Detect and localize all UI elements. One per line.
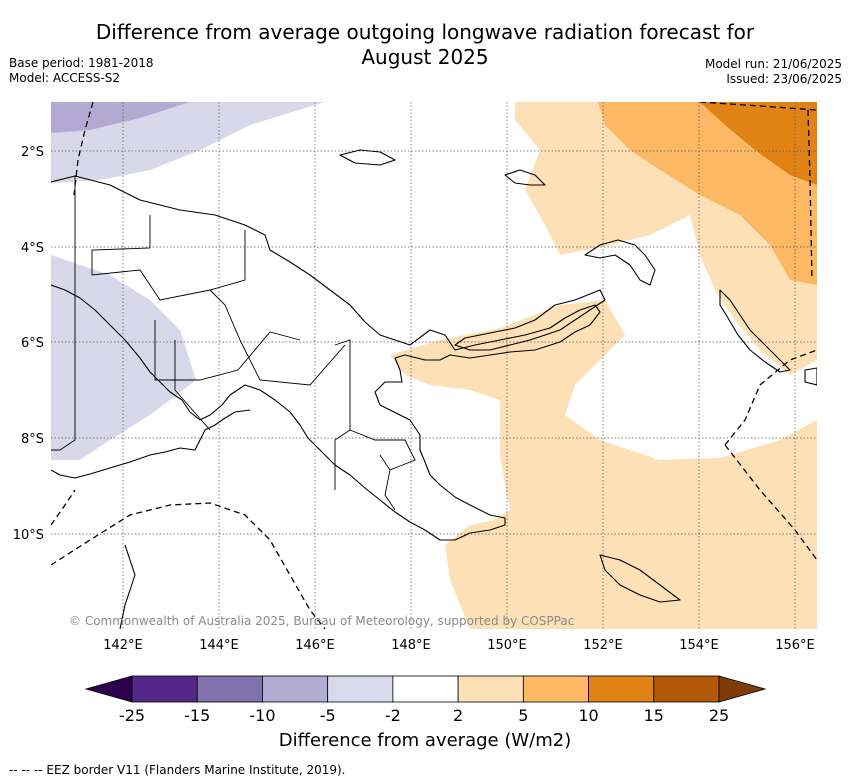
colorbar-tick-label: 5 <box>518 706 528 725</box>
eez-borders <box>51 102 817 629</box>
province-border <box>174 340 211 431</box>
lat-label: 10°S <box>13 528 44 543</box>
colorbar-tick-label: -10 <box>249 706 275 725</box>
colorbar-tick-label: 25 <box>709 706 729 725</box>
colorbar-segment <box>392 675 459 703</box>
province-border <box>209 289 346 386</box>
meta-left: Base period: 1981-2018 Model: ACCESS-S2 <box>9 56 154 86</box>
colorbar-segment <box>327 675 394 703</box>
lat-label: 2°S <box>21 145 44 160</box>
lon-label: 152°E <box>583 638 623 653</box>
eez-border-north-east-vertical <box>807 109 813 281</box>
bougainville-coastline <box>719 289 791 373</box>
colorbar-tick-label: -15 <box>184 706 210 725</box>
lon-label: 156°E <box>775 638 815 653</box>
colorbar-segment <box>196 675 263 703</box>
lon-label: 142°E <box>103 638 143 653</box>
anomaly-strong-north-east <box>700 102 817 185</box>
solomon-islands-coastline <box>804 367 817 386</box>
colorbar-segment <box>131 675 198 703</box>
colorbar-tick-label: -25 <box>119 706 145 725</box>
anomaly-positive-south-east <box>390 300 817 629</box>
eez-border-east <box>724 349 817 446</box>
new-guinea-coastline <box>51 175 601 541</box>
model-name: Model: ACCESS-S2 <box>9 71 121 85</box>
province-border <box>91 215 246 301</box>
eez-border-south-east <box>724 444 817 561</box>
eez-border-south-west <box>51 502 326 629</box>
title-line-2: August 2025 <box>361 45 489 69</box>
new-hanover-coastline <box>504 169 546 186</box>
colorbar: -25 -15 -10 -5 -2 2 5 10 15 25 <box>84 675 767 725</box>
copyright-notice: © Commonwealth of Australia 2025, Bureau… <box>69 614 575 628</box>
eez-border-west-lower <box>51 489 76 526</box>
colorbar-arrow-max <box>718 675 767 703</box>
province-borders <box>51 176 416 511</box>
manus-coastline <box>339 149 396 166</box>
province-border <box>349 429 416 471</box>
map-area <box>51 102 817 629</box>
colorbar-tick-label: -5 <box>320 706 336 725</box>
anomaly-negative-west <box>51 255 196 460</box>
louisiade-islands <box>599 554 681 603</box>
eez-border-north-east <box>699 102 817 111</box>
new-ireland-coastline <box>584 239 656 286</box>
lon-label: 150°E <box>487 638 527 653</box>
grid-lines <box>51 102 817 629</box>
colorbar-segment <box>653 675 720 703</box>
colorbar-title: Difference from average (W/m2) <box>278 730 572 751</box>
eez-border-west <box>73 102 94 196</box>
province-border <box>379 454 396 511</box>
colorbar-tick-label: 10 <box>578 706 598 725</box>
colorbar-tick-label: 15 <box>644 706 664 725</box>
lat-label: 4°S <box>21 241 44 256</box>
province-border <box>154 320 301 381</box>
issued-date: Issued: 23/06/2025 <box>726 72 842 86</box>
eez-footnote: -- -- -- EEZ border V11 (Flanders Marine… <box>9 763 346 777</box>
lat-label: 6°S <box>21 336 44 351</box>
lon-label: 154°E <box>679 638 719 653</box>
colorbar-arrow-min <box>84 675 133 703</box>
lon-label: 146°E <box>295 638 335 653</box>
title-line-1: Difference from average outgoing longwav… <box>95 20 755 44</box>
lon-label: 148°E <box>391 638 431 653</box>
colorbar-segment <box>457 675 524 703</box>
colorbar-segment <box>262 675 329 703</box>
lon-label: 144°E <box>199 638 239 653</box>
cape-york-coastline <box>119 544 136 629</box>
model-run: Model run: 21/06/2025 <box>704 57 842 71</box>
new-guinea-south-coast <box>51 409 251 479</box>
meta-right: Model run: 21/06/2025 Issued: 23/06/2025 <box>705 57 842 87</box>
colorbar-tick-label: 2 <box>453 706 463 725</box>
colorbar-segment <box>522 675 589 703</box>
lat-label: 8°S <box>21 432 44 447</box>
coastlines <box>51 149 817 629</box>
new-britain-coastline <box>454 289 606 351</box>
map-title: Difference from average outgoing longwav… <box>0 20 850 70</box>
base-period: Base period: 1981-2018 <box>9 56 154 70</box>
colorbar-segment <box>588 675 655 703</box>
indonesia-png-border <box>51 176 76 451</box>
colorbar-tick-label: -2 <box>385 706 401 725</box>
